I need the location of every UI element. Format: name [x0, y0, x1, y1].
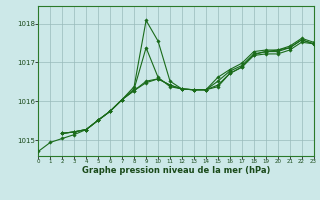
X-axis label: Graphe pression niveau de la mer (hPa): Graphe pression niveau de la mer (hPa): [82, 166, 270, 175]
